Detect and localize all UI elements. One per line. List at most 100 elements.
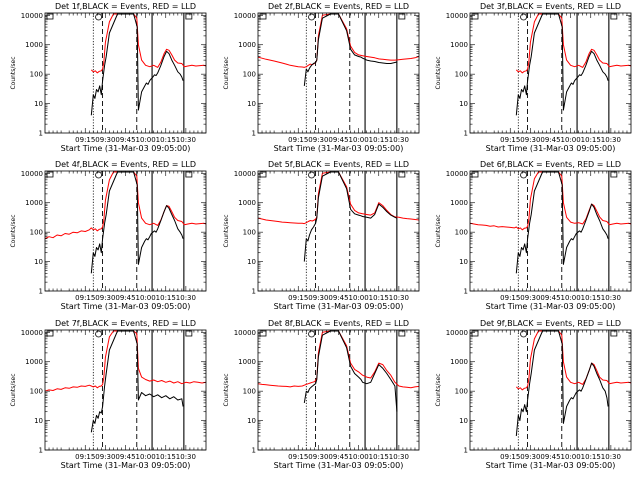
panel-4-symbol-box-right [185, 171, 193, 178]
panel-2-xtick-label-4: 10:00 [349, 136, 369, 144]
panel-6-symbol-circle [520, 171, 527, 179]
panel-1-xtick-label-2: 09:30 [95, 136, 115, 144]
panel-1-series [90, 13, 206, 116]
panel-7-ytick-label-5: 10000 [21, 329, 43, 337]
panel-9-xtick-label-2: 09:30 [520, 453, 540, 461]
panel-3-series [515, 13, 631, 116]
panel-8-title: Det 8f,BLACK = Events, RED = LLD [268, 319, 409, 328]
panel-8-ytick-label-3: 100 [243, 388, 256, 396]
panel-6: Det 6f,BLACK = Events, RED = LLD 1 10 100 10… [435, 160, 632, 311]
panel-3-xtick-label-3: 09:45 [540, 136, 560, 144]
panel-6-xtick-label-5: 10:15 [581, 294, 601, 302]
panel-5-xtick-label-3: 09:45 [328, 294, 348, 302]
panel-5-ytick-label-3: 100 [243, 229, 256, 237]
panel-6-ytick-label-2: 10 [459, 258, 468, 266]
panel-3: Det 3f,BLACK = Events, RED = LLD 1 10 100 10… [435, 2, 632, 153]
panel-1-frame [44, 12, 207, 134]
panel-7-ytick-label-4: 1000 [25, 358, 43, 366]
panel-2-xtick-label-3: 09:45 [328, 136, 348, 144]
panel-6-symbol-box-left [471, 171, 479, 178]
panel-2-xtick-label-5: 10:15 [369, 136, 389, 144]
panel-6-series-lld [470, 171, 631, 231]
panel-5-title: Det 5f,BLACK = Events, RED = LLD [268, 160, 409, 169]
panel-5-ylabel: Counts/sec [223, 214, 230, 247]
panel-5-ytick-label-4: 1000 [238, 199, 256, 207]
panel-8-xlabel: Start Time (31-Mar-03 09:05:00) [274, 461, 404, 470]
panel-7-xtick-label-6: 10:30 [176, 453, 196, 461]
panel-1-xtick-label-3: 09:45 [115, 136, 135, 144]
panel-7-xtick-label-5: 10:15 [156, 453, 176, 461]
panel-3-xtick-label-5: 10:15 [581, 136, 601, 144]
panel-6-ytick-label-1: 1 [464, 288, 468, 296]
panel-3-ytick-label-4: 1000 [450, 41, 468, 49]
panel-3-title: Det 3f,BLACK = Events, RED = LLD [480, 2, 621, 11]
panel-1: Det 1f,BLACK = Events, RED = LLD 1 10 100 10… [10, 2, 207, 153]
panel-4-title: Det 4f,BLACK = Events, RED = LLD [55, 160, 196, 169]
panel-7-ytick-label-3: 100 [30, 388, 43, 396]
panel-4-ytick-label-3: 100 [30, 229, 43, 237]
panel-8: Det 8f,BLACK = Events, RED = LLD 1 10 100 10… [223, 319, 420, 470]
panel-1-xtick-label-5: 10:15 [156, 136, 176, 144]
panel-3-ytick-label-1: 1 [464, 130, 468, 138]
panel-8-xtick-label-3: 09:45 [328, 453, 348, 461]
panel-2-frame [257, 12, 420, 134]
panel-6-ytick-label-5: 10000 [446, 170, 468, 178]
panel-6-series [470, 171, 631, 274]
panel-3-series-events [515, 13, 609, 116]
panel-3-ytick-label-2: 10 [459, 100, 468, 108]
panel-8-ytick-label-1: 1 [252, 447, 256, 455]
panel-5-ytick-label-5: 10000 [234, 170, 256, 178]
panel-7-ytick-label-2: 10 [34, 417, 43, 425]
panel-4-series-events [90, 171, 184, 274]
panel-2-symbol-circle [308, 13, 315, 21]
panel-5-series-events [303, 171, 398, 262]
panel-3-ytick-label-5: 10000 [446, 12, 468, 20]
panel-6-frame [469, 170, 632, 292]
panel-7-xlabel: Start Time (31-Mar-03 09:05:00) [61, 461, 191, 470]
panel-4-frame [44, 170, 207, 292]
panel-7-ytick-label-1: 1 [39, 447, 43, 455]
panel-2-series [258, 13, 419, 86]
panel-7-series [45, 330, 206, 433]
panel-1-symbol-box-right [185, 13, 193, 20]
panel-9-frame [469, 329, 632, 451]
panel-7-frame [44, 329, 207, 451]
panel-5-symbol-box-right [398, 171, 406, 178]
panel-5-frame [257, 170, 420, 292]
panel-5-symbol-circle [308, 171, 315, 179]
panel-8-series [258, 330, 419, 412]
panel-1-xtick-label-4: 10:00 [136, 136, 156, 144]
panel-6-xtick-label-3: 09:45 [540, 294, 560, 302]
panel-8-markers [305, 330, 398, 450]
panel-3-xlabel: Start Time (31-Mar-03 09:05:00) [486, 144, 616, 153]
panel-9-title: Det 9f,BLACK = Events, RED = LLD [480, 319, 621, 328]
panel-9-xtick-label-5: 10:15 [581, 453, 601, 461]
panel-9-xlabel: Start Time (31-Mar-03 09:05:00) [486, 461, 616, 470]
panel-3-xtick-label-2: 09:30 [520, 136, 540, 144]
panel-8-series-events [303, 330, 398, 412]
panel-8-series-lld [258, 330, 419, 389]
panel-9-series-events [515, 330, 609, 437]
panel-6-symbol-box-right [610, 171, 618, 178]
panel-8-xtick-label-5: 10:15 [369, 453, 389, 461]
panel-4-xtick-label-5: 10:15 [156, 294, 176, 302]
panel-1-ytick-label-4: 1000 [25, 41, 43, 49]
panel-8-symbol-box-right [398, 330, 406, 337]
panel-7-symbol-box-left [46, 330, 54, 337]
panel-4-xtick-label-1: 09:15 [75, 294, 95, 302]
panel-9-xtick-label-6: 10:30 [601, 453, 621, 461]
panel-8-xtick-label-2: 09:30 [308, 453, 328, 461]
panel-9-symbol-box-left [471, 330, 479, 337]
panel-8-xtick-label-1: 09:15 [288, 453, 308, 461]
panel-1-ylabel: Counts/sec [10, 56, 17, 89]
panel-1-series-lld [90, 13, 206, 74]
panel-4-ytick-label-2: 10 [34, 258, 43, 266]
panel-4-ylabel: Counts/sec [10, 214, 17, 247]
panel-7-symbol-circle [95, 330, 102, 338]
panel-1-xtick-label-6: 10:30 [176, 136, 196, 144]
panel-7-xtick-label-1: 09:15 [75, 453, 95, 461]
panel-1-ytick-label-5: 10000 [21, 12, 43, 20]
panel-5-xtick-label-5: 10:15 [369, 294, 389, 302]
panel-5-xtick-label-4: 10:00 [349, 294, 369, 302]
panel-8-ytick-label-4: 1000 [238, 358, 256, 366]
